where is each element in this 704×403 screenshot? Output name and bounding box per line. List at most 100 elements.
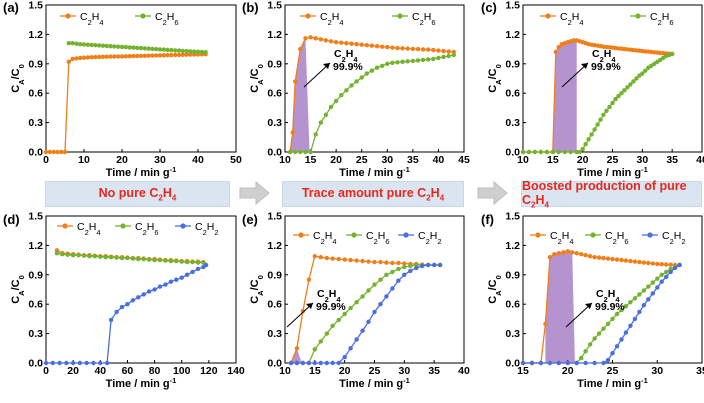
data-point-c2h6 — [324, 331, 329, 336]
data-point-c2h4 — [364, 43, 369, 48]
legend-label: C2H6 — [155, 11, 179, 27]
data-point-c2h2 — [677, 262, 682, 268]
data-point-c2h2 — [136, 295, 141, 300]
data-point-c2h6 — [577, 149, 582, 155]
data-point-c2h2 — [408, 268, 413, 274]
data-point-c2h6 — [632, 296, 638, 301]
data-point-c2h4 — [344, 41, 349, 46]
data-point-c2h2 — [152, 287, 157, 292]
x-tick-label: 10 — [279, 154, 291, 166]
data-point-c2h2 — [632, 316, 638, 322]
legend-marker — [647, 232, 653, 238]
data-point-c2h2 — [98, 360, 103, 366]
data-point-c2h6 — [81, 253, 87, 258]
data-point-c2h6 — [598, 117, 603, 122]
data-point-c2h6 — [108, 44, 113, 49]
data-point-c2h4 — [51, 149, 56, 155]
data-point-c2h4 — [556, 251, 561, 256]
banner-trace-text: Trace amount pure C2H4 — [301, 185, 445, 203]
data-point-c2h6 — [116, 44, 121, 49]
y-axis-label: CA/C0 — [487, 275, 503, 304]
data-point-c2h6 — [431, 56, 436, 62]
data-point-c2h4 — [605, 256, 611, 261]
axes-frame — [522, 4, 703, 153]
data-point-c2h4 — [543, 321, 548, 326]
data-point-c2h6 — [136, 256, 141, 262]
data-point-c2h4 — [298, 46, 303, 52]
right-arrow-icon — [477, 181, 508, 205]
data-point-c2h6 — [65, 252, 70, 257]
legend-marker — [120, 223, 126, 229]
data-point-c2h4 — [100, 54, 106, 59]
data-point-c2h6 — [336, 317, 341, 323]
data-point-c2h4 — [47, 149, 52, 155]
data-point-c2h4 — [339, 40, 344, 45]
data-point-c2h4 — [349, 41, 354, 46]
y-tick-label: 0.0 — [28, 147, 43, 159]
data-point-c2h4 — [146, 53, 151, 58]
data-point-c2h4 — [565, 249, 570, 254]
x-tick-label: 100 — [173, 365, 191, 377]
data-point-c2h6 — [579, 355, 584, 361]
panel-label: (c) — [481, 0, 497, 15]
y-tick-label: 1.2 — [505, 29, 520, 41]
data-point-c2h6 — [451, 52, 456, 58]
data-point-c2h6 — [89, 42, 94, 48]
data-point-c2h4 — [131, 53, 136, 59]
data-point-c2h2 — [646, 297, 651, 302]
data-point-c2h4 — [637, 259, 642, 265]
data-point-c2h2 — [57, 360, 62, 366]
data-point-c2h4 — [323, 38, 329, 43]
data-point-c2h2 — [163, 282, 168, 287]
data-point-c2h6 — [601, 326, 606, 331]
data-point-c2h2 — [70, 360, 76, 366]
y-tick-label: 0.0 — [267, 358, 282, 370]
data-point-c2h4 — [384, 260, 389, 265]
right-arrow-icon — [239, 181, 270, 205]
data-point-c2h6 — [628, 82, 633, 87]
data-point-c2h4 — [619, 257, 624, 263]
axes-frame — [45, 215, 237, 364]
data-point-c2h2 — [91, 360, 96, 366]
data-point-c2h2 — [372, 309, 377, 315]
data-point-c2h4 — [405, 46, 410, 51]
data-point-c2h4 — [176, 52, 182, 58]
x-tick-label: 80 — [149, 365, 161, 377]
legend-marker — [635, 13, 641, 19]
x-tick-label: 120 — [200, 365, 218, 377]
data-point-c2h2 — [378, 302, 383, 307]
data-point-c2h6 — [360, 294, 365, 299]
data-point-c2h6 — [142, 46, 147, 51]
data-point-c2h4 — [324, 255, 329, 261]
data-point-c2h2 — [556, 360, 561, 366]
data-point-c2h6 — [378, 277, 383, 282]
data-point-c2h4 — [157, 53, 163, 58]
data-point-c2h6 — [127, 45, 132, 50]
data-point-c2h6 — [366, 288, 371, 293]
data-point-c2h2 — [174, 277, 179, 282]
data-point-c2h2 — [306, 360, 312, 366]
data-point-c2h6 — [203, 50, 208, 55]
data-point-c2h6 — [287, 149, 293, 155]
data-point-c2h6 — [641, 288, 646, 293]
data-point-c2h4 — [318, 37, 323, 42]
data-point-c2h6 — [595, 122, 600, 127]
y-tick-label: 0.3 — [28, 117, 43, 129]
x-tick-label: 40 — [192, 154, 204, 166]
data-point-c2h4 — [436, 48, 441, 53]
data-point-c2h6 — [163, 258, 168, 263]
data-point-c2h6 — [619, 307, 624, 313]
data-point-c2h4 — [89, 55, 94, 60]
data-point-c2h2 — [614, 344, 620, 349]
data-point-c2h2 — [605, 357, 611, 363]
data-point-c2h4 — [74, 56, 79, 61]
data-point-c2h6 — [130, 256, 136, 261]
legend-label: C2H2 — [418, 230, 442, 246]
data-point-c2h2 — [619, 337, 624, 342]
y-axis-label: CA/C0 — [10, 275, 26, 304]
y-tick-label: 1.5 — [505, 0, 520, 12]
data-point-c2h2 — [623, 330, 629, 335]
data-point-c2h6 — [195, 260, 201, 265]
data-point-c2h6 — [526, 149, 532, 155]
data-point-c2h4 — [188, 52, 193, 57]
